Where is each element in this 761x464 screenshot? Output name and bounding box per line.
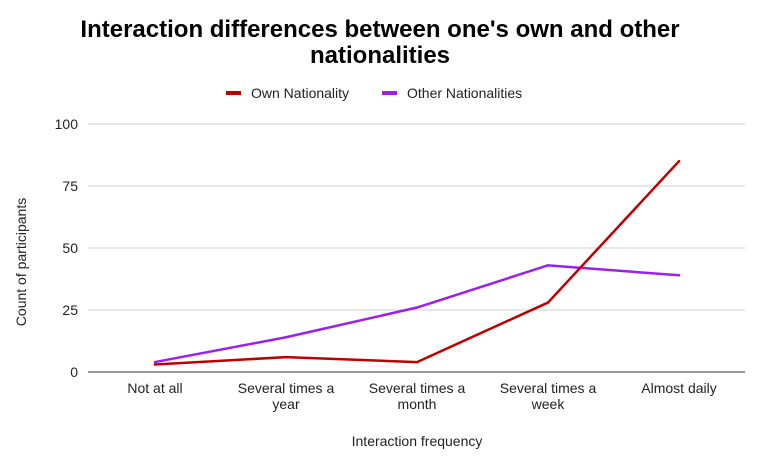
y-tick-label: 0 [70, 364, 78, 380]
legend-label-other-nationalities: Other Nationalities [407, 85, 522, 101]
legend-item-own-nationality: Own Nationality [226, 85, 349, 101]
x-tick-label: Several times a [500, 380, 597, 396]
data-point-own-nationality [415, 360, 419, 364]
y-tick-label: 75 [62, 178, 78, 194]
data-point-own-nationality [153, 363, 157, 366]
chart-title-line-1: Interaction differences between one's ow… [80, 16, 679, 43]
x-tick-label: Almost daily [641, 380, 716, 396]
x-tick-not-at-all: Not at all [127, 380, 182, 396]
x-tick-label: Not at all [127, 380, 182, 396]
x-tick-label: year [272, 396, 300, 412]
x-tick-label: week [531, 396, 566, 412]
data-point-other-nationalities [677, 274, 681, 277]
x-tick-label: Several times a [238, 380, 335, 396]
data-point-other-nationalities [153, 360, 157, 364]
data-point-own-nationality [677, 160, 681, 163]
y-axis-ticks: 0 25 50 75 100 [55, 116, 79, 380]
x-tick-label: month [398, 396, 437, 412]
gridlines [88, 123, 745, 373]
chart-title-line-2: nationalities [310, 42, 450, 69]
data-point-other-nationalities [546, 264, 550, 267]
y-tick-label: 100 [55, 116, 79, 132]
series-line-other-nationalities [153, 264, 681, 364]
x-tick-label: Several times a [369, 380, 466, 396]
x-axis-title: Interaction frequency [352, 433, 483, 449]
chart-title: Interaction differences between one's ow… [80, 16, 679, 69]
legend: Own Nationality Other Nationalities [226, 85, 522, 101]
y-tick-label: 50 [62, 240, 78, 256]
data-point-other-nationalities [284, 336, 288, 339]
legend-label-own-nationality: Own Nationality [251, 85, 349, 101]
y-axis-title: Count of participants [13, 198, 29, 326]
data-point-own-nationality [546, 301, 550, 304]
data-point-own-nationality [284, 355, 288, 359]
series-line-own-nationality [153, 159, 681, 366]
data-point-other-nationalities [415, 306, 419, 309]
y-tick-label: 25 [62, 302, 78, 318]
legend-item-other-nationalities: Other Nationalities [382, 85, 522, 101]
series-lines [153, 159, 681, 366]
x-tick-almost-daily: Almost daily [641, 380, 716, 396]
